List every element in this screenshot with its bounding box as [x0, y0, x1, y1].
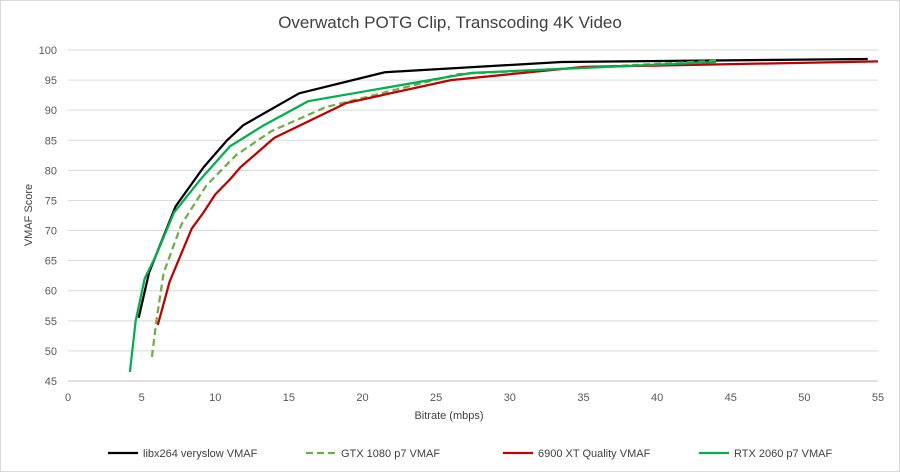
y-tick-label: 100: [39, 45, 57, 57]
x-tick-label: 0: [65, 392, 71, 404]
x-tick-label: 40: [651, 392, 663, 404]
x-tick-label: 25: [430, 392, 442, 404]
x-tick-label: 10: [209, 392, 221, 404]
legend-label-3: 6900 XT Quality VMAF: [538, 448, 651, 460]
y-axis-title: VMAF Score: [23, 184, 35, 246]
y-tick-label: 90: [45, 105, 57, 117]
y-tick-label: 75: [45, 195, 57, 207]
chart-title: Overwatch POTG Clip, Transcoding 4K Vide…: [278, 13, 622, 32]
x-tick-label: 5: [139, 392, 145, 404]
legend-label-1: libx264 veryslow VMAF: [143, 448, 258, 460]
legend-label-4: RTX 2060 p7 VMAF: [734, 448, 833, 460]
gridlines: [68, 49, 878, 382]
series-line-1: [137, 57, 868, 319]
x-tick-label: 15: [283, 392, 295, 404]
y-tick-label: 70: [45, 226, 57, 238]
legend: libx264 veryslow VMAF GTX 1080 p7 VMAF 690…: [108, 448, 833, 460]
series-line-4: [128, 60, 717, 373]
x-tick-label: 45: [725, 392, 737, 404]
series-lines: [128, 57, 879, 373]
x-tick-label: 55: [872, 392, 884, 404]
series-line-3: [156, 60, 879, 326]
x-tick-label: 50: [798, 392, 810, 404]
y-tick-label: 65: [45, 256, 57, 268]
x-tick-labels: 0 5 10 15 20 25 30 35 40 45 50 55: [65, 392, 884, 404]
legend-label-2: GTX 1080 p7 VMAF: [341, 448, 440, 460]
y-tick-label: 80: [45, 165, 57, 177]
y-tick-label: 85: [45, 135, 57, 147]
x-tick-label: 20: [356, 392, 368, 404]
x-tick-label: 30: [504, 392, 516, 404]
y-tick-labels: 45 50 55 60 65 70 75 80 85 90 95 100: [39, 45, 57, 388]
x-tick-label: 35: [577, 392, 589, 404]
x-axis-title: Bitrate (mbps): [414, 410, 483, 422]
y-tick-label: 60: [45, 286, 57, 298]
y-tick-label: 50: [45, 346, 57, 358]
y-tick-label: 55: [45, 316, 57, 328]
y-tick-label: 95: [45, 75, 57, 87]
y-tick-label: 45: [45, 376, 57, 388]
series-line-2: [150, 59, 717, 358]
